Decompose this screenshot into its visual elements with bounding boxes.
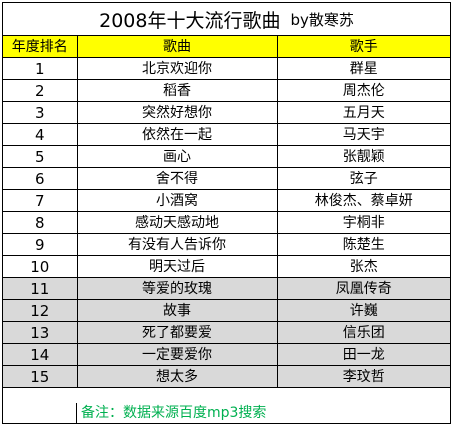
song-cell: 画心 (76, 145, 278, 168)
singer-cell: 宇桐非 (276, 211, 450, 234)
ranking-sheet: 2008年十大流行歌曲 by散寒苏 年度排名 歌曲 歌手 1 北京欢迎你 群星 2 稻香… (2, 2, 451, 424)
singer-cell: 田一龙 (276, 343, 450, 366)
singer-cell: 李玟哲 (276, 365, 450, 388)
singer-cell: 张杰 (276, 255, 450, 278)
singer-cell: 马天宇 (276, 123, 450, 146)
song-cell: 稻香 (76, 79, 278, 102)
rank-cell: 2 (3, 79, 78, 102)
rank-cell: 7 (3, 189, 78, 212)
singer-cell: 群星 (276, 57, 450, 80)
rank-cell: 9 (3, 233, 78, 256)
singer-cell: 林俊杰、蔡卓妍 (276, 189, 450, 212)
song-cell: 想太多 (76, 365, 278, 388)
header-song: 歌曲 (76, 36, 278, 58)
rank-cell: 5 (3, 145, 78, 168)
rank-cell: 8 (3, 211, 78, 234)
table-row: 9 有没有人告诉你 陈楚生 (3, 233, 450, 256)
song-cell: 小酒窝 (76, 189, 278, 212)
rank-cell: 3 (3, 101, 78, 124)
song-cell: 依然在一起 (76, 123, 278, 146)
table-row: 6 舍不得 弦子 (3, 167, 450, 190)
table-row: 4 依然在一起 马天宇 (3, 123, 450, 146)
ranking-table: 年度排名 歌曲 歌手 1 北京欢迎你 群星 2 稻香 周杰伦 3 突然好想你 五月天 4 依然在一起… (3, 36, 450, 388)
singer-cell: 弦子 (276, 167, 450, 190)
title-byline: by散寒苏 (290, 10, 354, 29)
singer-cell: 周杰伦 (276, 79, 450, 102)
singer-cell: 张靓颖 (276, 145, 450, 168)
note-empty-cell (3, 403, 77, 423)
rank-cell: 12 (3, 299, 78, 322)
table-row: 12 故事 许巍 (3, 299, 450, 322)
singer-cell: 五月天 (276, 101, 450, 124)
header-singer: 歌手 (276, 36, 450, 58)
table-row: 10 明天过后 张杰 (3, 255, 450, 278)
song-cell: 舍不得 (76, 167, 278, 190)
table-row: 11 等爱的玫瑰 凤凰传奇 (3, 277, 450, 300)
title-main: 2008年十大流行歌曲 (99, 9, 281, 32)
data-source-note: 备注：数据来源百度mp3搜索 (81, 405, 267, 421)
table-row: 1 北京欢迎你 群星 (3, 57, 450, 80)
rank-cell: 11 (3, 277, 78, 300)
song-cell: 明天过后 (76, 255, 278, 278)
table-row: 13 死了都要爱 信乐团 (3, 321, 450, 344)
rank-cell: 15 (3, 365, 78, 388)
song-cell: 突然好想你 (76, 101, 278, 124)
rank-cell: 10 (3, 255, 78, 278)
table-row: 3 突然好想你 五月天 (3, 101, 450, 124)
rank-cell: 6 (3, 167, 78, 190)
rank-cell: 4 (3, 123, 78, 146)
singer-cell: 许巍 (276, 299, 450, 322)
singer-cell: 陈楚生 (276, 233, 450, 256)
song-cell: 有没有人告诉你 (76, 233, 278, 256)
song-cell: 北京欢迎你 (76, 57, 278, 80)
singer-cell: 信乐团 (276, 321, 450, 344)
header-row: 年度排名 歌曲 歌手 (3, 36, 450, 58)
table-row: 8 感动天感动地 宇桐非 (3, 211, 450, 234)
sheet-title: 2008年十大流行歌曲 by散寒苏 (3, 3, 450, 36)
song-cell: 一定要爱你 (76, 343, 278, 366)
table-row: 2 稻香 周杰伦 (3, 79, 450, 102)
song-cell: 故事 (76, 299, 278, 322)
song-cell: 死了都要爱 (76, 321, 278, 344)
table-row: 14 一定要爱你 田一龙 (3, 343, 450, 366)
table-row: 15 想太多 李玟哲 (3, 365, 450, 388)
table-row: 7 小酒窝 林俊杰、蔡卓妍 (3, 189, 450, 212)
note-row: 备注：数据来源百度mp3搜索 (3, 403, 450, 423)
song-cell: 等爱的玫瑰 (76, 277, 278, 300)
rank-cell: 13 (3, 321, 78, 344)
singer-cell: 凤凰传奇 (276, 277, 450, 300)
rank-cell: 14 (3, 343, 78, 366)
song-cell: 感动天感动地 (76, 211, 278, 234)
rank-cell: 1 (3, 57, 78, 80)
table-row: 5 画心 张靓颖 (3, 145, 450, 168)
header-rank: 年度排名 (3, 36, 78, 58)
